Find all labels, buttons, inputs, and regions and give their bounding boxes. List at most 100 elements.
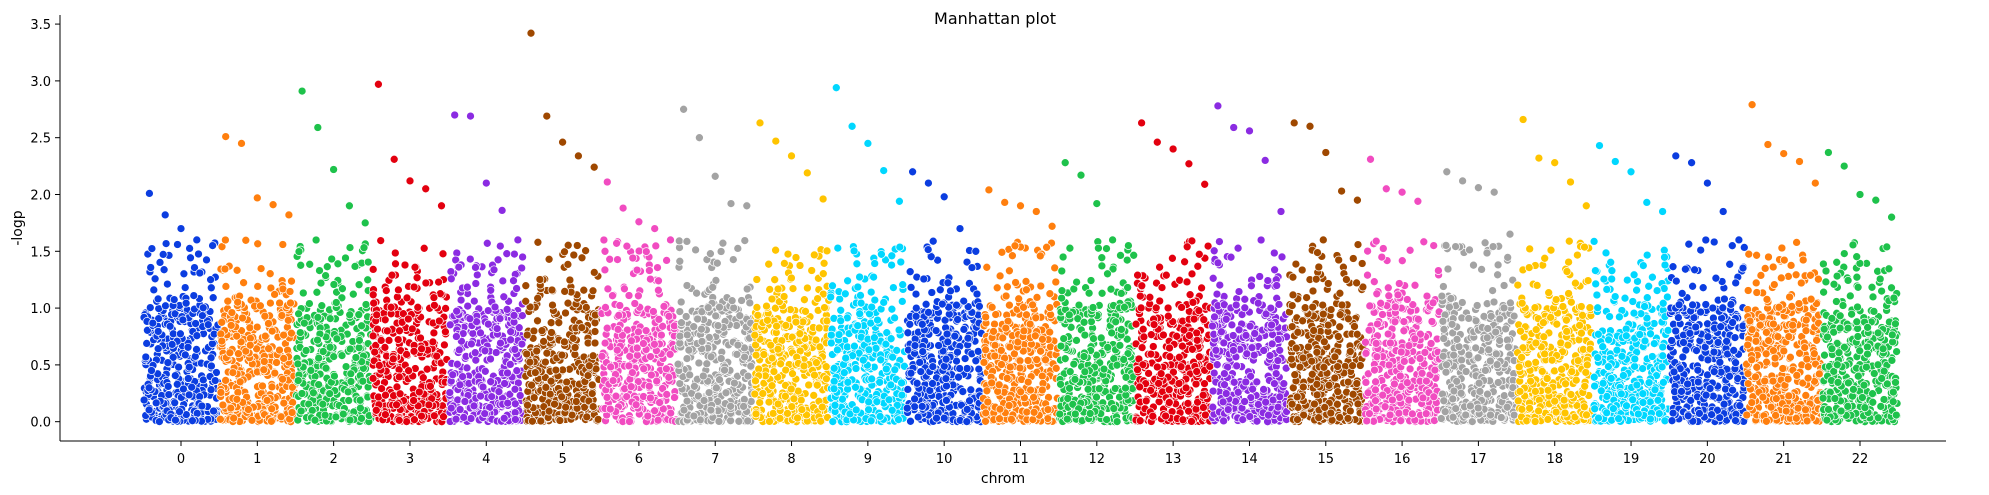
chrom-2-point xyxy=(357,414,366,423)
chrom-0-point xyxy=(155,258,165,267)
chrom-2-point xyxy=(359,243,369,253)
chrom-7-point xyxy=(685,370,695,380)
chrom-10-point xyxy=(952,300,961,310)
chrom-3-point xyxy=(413,302,423,312)
chrom-9-point xyxy=(887,405,897,415)
chrom-4-point xyxy=(492,324,502,333)
chrom-11-point xyxy=(998,333,1008,343)
chrom-6-point xyxy=(644,381,654,391)
chrom-9-point xyxy=(855,272,864,282)
chrom-7-point xyxy=(682,237,692,246)
chrom-7-point xyxy=(706,405,716,415)
chrom-6-point xyxy=(600,265,610,275)
chrom-0-point xyxy=(184,390,194,400)
chrom-2-point xyxy=(294,247,304,256)
chrom-2-point xyxy=(296,260,306,270)
chrom-3-point xyxy=(400,260,410,270)
chrom-8-point xyxy=(822,374,831,384)
chrom-0-peak-point xyxy=(208,241,217,250)
chrom-1-point xyxy=(241,235,251,245)
chrom-3-point xyxy=(434,277,443,287)
chrom-3-point xyxy=(387,270,397,280)
chrom-8-point xyxy=(795,329,805,339)
chrom-6-point xyxy=(653,263,662,272)
chrom-6-point xyxy=(605,404,615,414)
chrom-2-point xyxy=(299,318,309,328)
chrom-8-point xyxy=(821,362,831,372)
chrom-5-peak-point xyxy=(589,162,599,172)
data-points xyxy=(139,28,1902,427)
chrom-9-point xyxy=(839,368,849,378)
chrom-9-point xyxy=(877,249,886,259)
chrom-7-peak-point xyxy=(726,199,736,208)
chrom-4-point xyxy=(495,314,505,323)
chrom-4-point xyxy=(490,302,500,312)
chrom-6-peak-point xyxy=(650,224,660,233)
chrom-9-point xyxy=(853,282,863,292)
chrom-5-point xyxy=(593,415,603,424)
chrom-2-point xyxy=(345,344,355,354)
chrom-9-point xyxy=(889,283,898,292)
chrom-2-point xyxy=(310,415,320,425)
chrom-11-point xyxy=(996,346,1006,355)
chrom-0-point xyxy=(153,344,163,354)
chrom-3-point xyxy=(402,417,411,426)
chrom-11-point xyxy=(1037,371,1047,381)
chrom-3-point xyxy=(381,410,390,419)
chrom-8-point xyxy=(764,397,774,407)
chrom-5-point xyxy=(561,402,571,412)
chrom-11-point xyxy=(1035,251,1045,261)
chrom-9-point xyxy=(886,334,896,344)
chrom-2-point xyxy=(333,259,343,269)
chrom-2-point xyxy=(350,262,360,271)
chrom-6-point xyxy=(654,276,663,286)
chrom-9-point xyxy=(852,259,862,269)
chrom-7-point xyxy=(693,314,702,324)
chrom-11-point xyxy=(982,386,992,396)
chrom-4-point xyxy=(506,335,515,345)
chrom-8-point xyxy=(817,402,827,412)
chrom-6-point xyxy=(601,303,610,312)
chrom-7-point xyxy=(706,249,715,259)
chrom-10-point xyxy=(942,381,951,391)
chrom-10-point xyxy=(911,289,921,299)
chrom-11-point xyxy=(1025,319,1035,329)
chrom-10-point xyxy=(934,341,943,350)
chrom-9-point xyxy=(833,243,843,253)
chrom-11-point xyxy=(1022,407,1032,417)
chrom-11-point xyxy=(983,397,993,407)
chrom-1-point xyxy=(216,388,226,397)
chrom-10-point xyxy=(935,285,945,295)
chrom-5-point xyxy=(560,287,570,296)
chrom-6-point xyxy=(634,246,644,256)
chrom-5-point xyxy=(551,365,561,375)
chrom-9-point xyxy=(875,377,885,387)
chrom-4-point xyxy=(505,360,515,369)
chrom-4-point xyxy=(480,366,490,376)
chrom-7-point xyxy=(691,245,700,255)
chrom-1-point xyxy=(245,340,255,350)
chrom-7-point xyxy=(682,330,692,340)
chrom-2-point xyxy=(345,243,355,252)
chrom-7-point xyxy=(740,236,750,245)
chrom-11-point xyxy=(997,247,1007,257)
chrom-0-point xyxy=(165,321,175,331)
chrom-7-point xyxy=(674,236,684,246)
chrom-6-point xyxy=(650,339,659,349)
chrom-8-point xyxy=(773,344,783,354)
chrom-9-point xyxy=(870,333,879,343)
chrom-3-point xyxy=(440,340,449,350)
chrom-4-point xyxy=(458,372,467,381)
chrom-6-point xyxy=(599,235,609,245)
chrom-4-point xyxy=(465,254,475,264)
chrom-0-peak-point xyxy=(160,210,170,220)
chrom-7-point xyxy=(706,352,716,362)
chrom-8-point xyxy=(751,409,761,419)
chrom-1-point xyxy=(232,394,242,404)
chrom-0-point xyxy=(153,327,163,336)
chrom-11-point xyxy=(1022,285,1031,295)
chrom-11-peak-point xyxy=(1016,201,1025,211)
chrom-5-point xyxy=(550,399,559,409)
chrom-8-point xyxy=(779,292,789,301)
chrom-0-point xyxy=(202,255,211,265)
